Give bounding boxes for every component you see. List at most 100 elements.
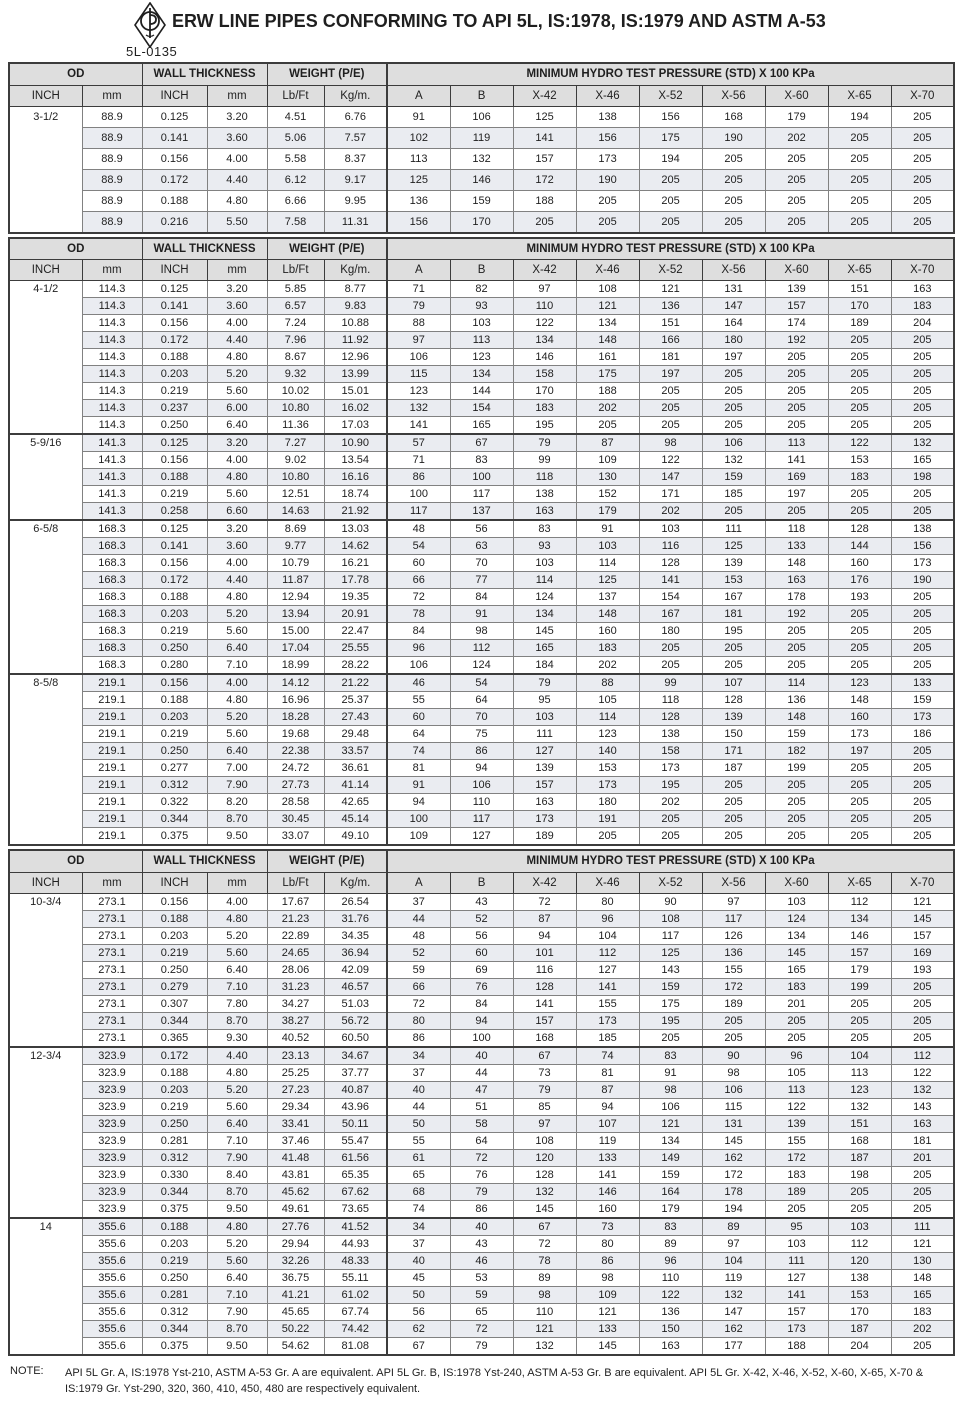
value-cell: 107 bbox=[701, 673, 766, 692]
value-cell: 180 bbox=[638, 622, 703, 640]
value-cell: 42.65 bbox=[323, 793, 388, 811]
value-cell: 103 bbox=[575, 537, 640, 555]
value-cell: 78 bbox=[512, 1251, 577, 1270]
value-cell: 219.1 bbox=[81, 742, 143, 760]
value-cell: 118 bbox=[512, 468, 577, 486]
value-cell: 159 bbox=[638, 1165, 703, 1184]
value-cell: 103 bbox=[764, 892, 829, 911]
value-cell: 5.20 bbox=[206, 365, 268, 383]
value-cell: 37.77 bbox=[323, 1063, 388, 1082]
value-cell: 5.60 bbox=[206, 622, 268, 640]
value-cell: 60 bbox=[449, 943, 514, 962]
value-cell: 167 bbox=[701, 588, 766, 606]
value-cell: 89 bbox=[701, 1216, 766, 1236]
value-cell: 0.312 bbox=[141, 776, 208, 794]
value-cell: 5.60 bbox=[206, 382, 268, 400]
value-cell: 72 bbox=[449, 1148, 514, 1167]
value-cell: 205 bbox=[890, 399, 955, 417]
value-cell: 59 bbox=[386, 960, 451, 979]
value-cell: 11.36 bbox=[266, 416, 325, 435]
value-cell: 160 bbox=[575, 622, 640, 640]
value-cell: 127 bbox=[764, 1268, 829, 1287]
value-cell: 173 bbox=[890, 554, 955, 572]
value-cell: 159 bbox=[638, 977, 703, 996]
value-cell: 198 bbox=[890, 468, 955, 486]
value-cell: 109 bbox=[386, 827, 451, 846]
value-cell: 22.38 bbox=[266, 742, 325, 760]
value-cell: 133 bbox=[575, 1148, 640, 1167]
value-cell: 42.09 bbox=[323, 960, 388, 979]
value-cell: 170 bbox=[449, 210, 514, 233]
value-cell: 3.60 bbox=[206, 297, 268, 315]
value-cell: 205 bbox=[827, 1199, 892, 1218]
value-cell: 323.9 bbox=[81, 1131, 143, 1150]
value-cell: 205 bbox=[638, 399, 703, 417]
value-cell: 205 bbox=[575, 189, 640, 212]
value-cell: 139 bbox=[701, 708, 766, 726]
value-cell: 355.6 bbox=[81, 1216, 143, 1236]
value-cell: 88 bbox=[386, 314, 451, 332]
value-cell: 5.50 bbox=[206, 210, 268, 233]
value-cell: 0.281 bbox=[141, 1285, 208, 1304]
value-cell: 83 bbox=[638, 1216, 703, 1236]
value-cell: 168.3 bbox=[81, 622, 143, 640]
value-cell: 10.80 bbox=[266, 468, 325, 486]
value-cell: 4.00 bbox=[206, 673, 268, 692]
value-cell: 145 bbox=[575, 1336, 640, 1355]
value-cell: 136 bbox=[638, 1302, 703, 1321]
value-cell: 114.3 bbox=[81, 399, 143, 417]
value-cell: 40 bbox=[386, 1080, 451, 1099]
column-header: Kg/m. bbox=[323, 259, 388, 281]
value-cell: 205 bbox=[890, 416, 955, 435]
value-cell: 27.43 bbox=[323, 708, 388, 726]
value-cell: 113 bbox=[764, 433, 829, 452]
value-cell: 116 bbox=[638, 537, 703, 555]
value-cell: 17.04 bbox=[266, 639, 325, 657]
value-cell: 199 bbox=[764, 759, 829, 777]
value-cell: 91 bbox=[386, 776, 451, 794]
value-cell: 219.1 bbox=[81, 691, 143, 709]
value-cell: 187 bbox=[827, 1319, 892, 1338]
value-cell: 83 bbox=[638, 1045, 703, 1065]
value-cell: 205 bbox=[701, 168, 766, 191]
value-cell: 205 bbox=[827, 348, 892, 366]
value-cell: 205 bbox=[827, 147, 892, 170]
value-cell: 205 bbox=[701, 147, 766, 170]
table-row: 355.6 0.312 7.90 45.65 67.74 56 65 110 121 136 147… bbox=[9, 1302, 955, 1321]
column-header: INCH bbox=[141, 259, 208, 281]
value-cell: 3.20 bbox=[206, 519, 268, 538]
value-cell: 114.3 bbox=[81, 416, 143, 435]
value-cell: 0.375 bbox=[141, 1199, 208, 1218]
value-cell: 0.237 bbox=[141, 399, 208, 417]
value-cell: 194 bbox=[701, 1199, 766, 1218]
value-cell: 219.1 bbox=[81, 827, 143, 846]
table-row: 141.3 0.188 4.80 10.80 16.16 86 100 118 130 147 15… bbox=[9, 468, 955, 486]
value-cell: 134 bbox=[575, 314, 640, 332]
value-cell: 205 bbox=[701, 416, 766, 435]
value-cell: 0.250 bbox=[141, 1114, 208, 1133]
value-cell: 205 bbox=[890, 588, 955, 606]
value-cell: 0.375 bbox=[141, 1336, 208, 1355]
value-cell: 0.344 bbox=[141, 1011, 208, 1030]
value-cell: 189 bbox=[827, 314, 892, 332]
value-cell: 94 bbox=[512, 926, 577, 945]
value-cell: 141.3 bbox=[81, 485, 143, 503]
value-cell: 133 bbox=[764, 537, 829, 555]
value-cell: 168 bbox=[701, 105, 766, 128]
value-cell: 205 bbox=[764, 639, 829, 657]
value-cell: 28.06 bbox=[266, 960, 325, 979]
group-header: OD bbox=[8, 237, 143, 260]
value-cell: 122 bbox=[512, 314, 577, 332]
value-cell: 205 bbox=[701, 656, 766, 675]
table-row: 355.6 0.219 5.60 32.26 48.33 40 46 78 86 96 104 111… bbox=[9, 1251, 955, 1270]
value-cell: 172 bbox=[764, 1148, 829, 1167]
value-cell: 145 bbox=[701, 1131, 766, 1150]
value-cell: 5.58 bbox=[266, 147, 325, 170]
value-cell: 18.28 bbox=[266, 708, 325, 726]
value-cell: 76 bbox=[449, 977, 514, 996]
od-inch-cell: 14 bbox=[8, 1216, 83, 1355]
value-cell: 171 bbox=[638, 485, 703, 503]
value-cell: 50.22 bbox=[266, 1319, 325, 1338]
value-cell: 182 bbox=[764, 742, 829, 760]
value-cell: 137 bbox=[449, 502, 514, 521]
